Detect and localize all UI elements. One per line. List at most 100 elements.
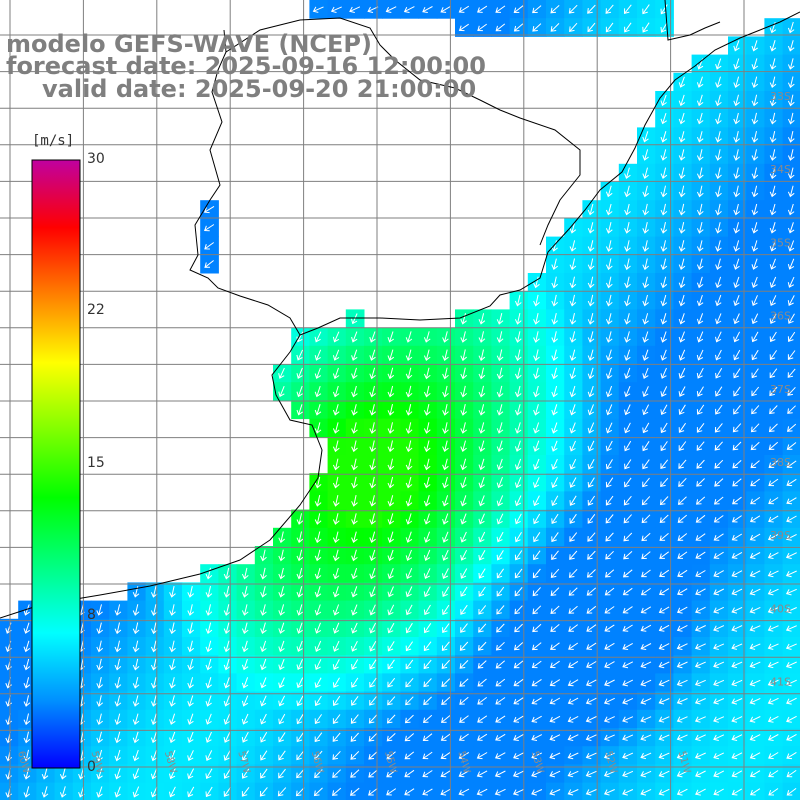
wind-arrow: [713, 606, 725, 614]
wind-arrow: [533, 349, 540, 362]
wind-arrow: [642, 404, 650, 416]
wind-arrow: [477, 641, 487, 651]
wind-arrow: [332, 367, 340, 380]
wind-arrow: [587, 459, 595, 470]
wind-arrow: [787, 130, 795, 143]
wind-arrow: [660, 294, 668, 307]
wind-arrow: [769, 185, 777, 198]
wind-arrow: [278, 695, 286, 707]
wind-arrow: [296, 404, 303, 416]
wind-arrow: [678, 422, 687, 433]
wind-arrow: [187, 622, 195, 635]
wind-arrow: [568, 642, 579, 650]
colorbar: [31, 159, 81, 769]
wind-arrow: [569, 422, 576, 434]
wind-arrow: [678, 221, 686, 234]
wind-arrow: [660, 422, 668, 434]
wind-arrow: [387, 549, 394, 562]
wind-arrow: [314, 769, 323, 779]
wind-arrow: [442, 440, 449, 452]
wind-arrow: [514, 385, 522, 398]
wind-arrow: [532, 5, 542, 14]
wind-arrow: [169, 750, 176, 762]
wind-arrow: [369, 531, 376, 543]
wind-arrow: [733, 167, 741, 180]
wind-arrow: [369, 367, 376, 380]
wind-arrow: [549, 752, 561, 760]
wind-arrow: [587, 477, 595, 488]
wind-arrow: [605, 313, 613, 325]
wind-arrow: [205, 768, 213, 780]
wind-arrow: [351, 367, 358, 380]
wind-arrow: [96, 640, 104, 653]
wind-arrow: [477, 5, 488, 13]
wind-arrow: [114, 622, 122, 635]
wind-arrow: [551, 458, 558, 470]
wind-arrow: [587, 294, 595, 307]
wind-arrow: [349, 6, 361, 13]
wind-arrow: [677, 496, 687, 505]
wind-arrow: [587, 240, 595, 252]
wind-arrow: [496, 404, 504, 416]
wind-arrow: [787, 58, 795, 70]
wind-arrow: [403, 6, 415, 13]
wind-arrow: [387, 568, 394, 580]
wind-arrow: [622, 679, 634, 687]
wind-arrow: [351, 494, 358, 507]
wind-arrow: [132, 749, 140, 762]
wind-arrow: [605, 385, 613, 398]
wind-arrow: [733, 203, 741, 216]
wind-arrow: [587, 550, 596, 560]
wind-arrow: [423, 458, 431, 471]
wind-arrow: [587, 514, 596, 524]
wind-arrow: [114, 786, 121, 798]
wind-arrow: [642, 294, 649, 307]
wind-arrow: [550, 624, 560, 632]
wind-arrow: [96, 658, 104, 671]
wind-arrow: [23, 749, 31, 762]
wind-arrow: [460, 422, 468, 434]
wind-arrow: [750, 460, 760, 469]
wind-arrow: [405, 531, 413, 543]
wind-arrow: [624, 22, 632, 33]
wind-arrow: [241, 604, 249, 616]
wind-arrow: [296, 695, 304, 707]
wind-arrow: [658, 679, 670, 687]
wind-arrow: [314, 494, 322, 507]
wind-arrow: [331, 787, 342, 796]
wind-arrow: [642, 441, 650, 452]
wind-arrow: [513, 715, 524, 723]
wind-arrow: [622, 569, 633, 578]
wind-arrow: [405, 403, 413, 416]
wind-arrow: [533, 312, 540, 325]
wind-arrow: [223, 604, 231, 616]
wind-arrow: [749, 570, 761, 578]
wind-arrow: [513, 23, 524, 32]
wind-arrow: [241, 695, 249, 707]
wind-arrow: [477, 697, 487, 705]
wind-arrow: [733, 349, 741, 361]
wind-arrow: [278, 386, 285, 398]
wind-arrow: [676, 606, 688, 614]
wind-arrow: [241, 768, 250, 779]
wind-arrow: [460, 476, 467, 489]
wind-arrow: [769, 203, 777, 216]
wind-arrow: [767, 588, 779, 596]
wind-arrow: [405, 440, 413, 453]
wind-arrow: [314, 695, 322, 707]
wind-arrow: [423, 641, 432, 652]
wind-arrow: [296, 640, 303, 652]
wind-arrow: [696, 112, 704, 125]
wind-arrow: [678, 94, 686, 107]
wind-arrow: [351, 604, 358, 616]
wind-arrow: [715, 222, 722, 234]
wind-arrow: [260, 768, 268, 779]
wind-arrow: [332, 422, 340, 434]
wind-arrow: [714, 478, 724, 487]
wind-arrow: [459, 715, 469, 723]
wind-arrow: [369, 385, 376, 398]
wind-arrow: [715, 294, 722, 307]
wind-arrow: [314, 567, 322, 580]
wind-arrow: [495, 641, 505, 651]
wind-arrow: [713, 788, 724, 796]
